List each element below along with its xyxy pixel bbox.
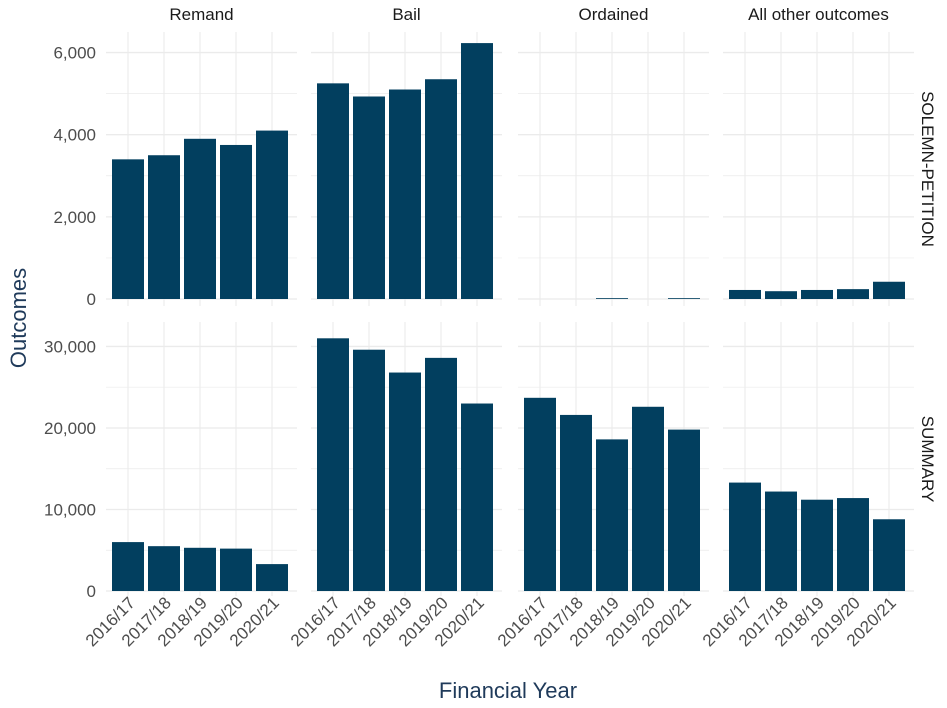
y-axes: 0 2,000 4,000 6,000 0 10,000 20,000 30,000 (44, 44, 96, 601)
bar-solemn-petition-bail-2017-18 (353, 96, 385, 299)
panel-summary-remand (106, 322, 297, 596)
bar-solemn-petition-bail-2020-21 (461, 43, 493, 299)
bar-summary-ordained-2018-19 (596, 439, 628, 591)
bar-solemn-petition-bail-2019-20 (425, 79, 457, 299)
bar-summary-all-other-outcomes-2020-21 (873, 519, 905, 591)
bar-summary-ordained-2019-20 (632, 406, 664, 591)
y-tick-label: 0 (87, 582, 96, 601)
row-strip-label: SUMMARY (918, 416, 937, 503)
bar-summary-remand-2019-20 (220, 548, 252, 591)
bar-summary-bail-2016-17 (317, 338, 349, 591)
y-tick-label: 20,000 (44, 419, 96, 438)
bar-solemn-petition-remand-2017-18 (148, 155, 180, 299)
bar-summary-remand-2017-18 (148, 546, 180, 591)
bar-summary-ordained-2017-18 (560, 414, 592, 591)
bar-summary-remand-2018-19 (184, 547, 216, 591)
bar-summary-all-other-outcomes-2018-19 (801, 499, 833, 591)
bar-summary-ordained-2020-21 (668, 429, 700, 591)
panel-summary-ordained (518, 322, 709, 596)
bar-summary-all-other-outcomes-2019-20 (837, 498, 869, 591)
y-tick-label: 10,000 (44, 500, 96, 519)
bar-summary-all-other-outcomes-2017-18 (765, 491, 797, 591)
column-strip-label: All other outcomes (748, 5, 889, 24)
bar-solemn-petition-all-other-outcomes-2018-19 (801, 289, 833, 299)
y-tick-label: 4,000 (53, 126, 96, 145)
y-tick-label: 6,000 (53, 44, 96, 63)
bar-summary-bail-2019-20 (425, 357, 457, 591)
bar-summary-bail-2020-21 (461, 403, 493, 591)
bar-summary-remand-2016-17 (112, 542, 144, 591)
bar-summary-bail-2017-18 (353, 349, 385, 591)
y-axis-title: Outcomes (6, 268, 31, 368)
bar-solemn-petition-bail-2018-19 (389, 89, 421, 299)
bar-solemn-petition-all-other-outcomes-2016-17 (729, 289, 761, 299)
panel-solemn-petition-ordained (518, 32, 709, 306)
bar-solemn-petition-remand-2019-20 (220, 144, 252, 299)
column-strip-label: Ordained (579, 5, 649, 24)
bar-solemn-petition-bail-2016-17 (317, 83, 349, 299)
bar-summary-bail-2018-19 (389, 372, 421, 591)
panel-solemn-petition-remand (106, 32, 297, 306)
panel-summary-bail (311, 322, 502, 596)
bar-solemn-petition-remand-2018-19 (184, 138, 216, 299)
panels-layer (106, 32, 914, 596)
column-strip-label: Remand (169, 5, 233, 24)
row-strip-label: SOLEMN-PETITION (918, 91, 937, 247)
bar-solemn-petition-remand-2020-21 (256, 130, 288, 299)
bar-solemn-petition-ordained-2018-19 (596, 298, 628, 299)
x-axis-title: Financial Year (439, 678, 577, 703)
panel-solemn-petition-all-other-outcomes (723, 32, 914, 306)
column-strip-label: Bail (392, 5, 420, 24)
y-tick-label: 30,000 (44, 337, 96, 356)
bar-summary-ordained-2016-17 (524, 397, 556, 591)
bar-solemn-petition-all-other-outcomes-2020-21 (873, 281, 905, 299)
y-tick-label: 0 (87, 290, 96, 309)
facet-strips: SOLEMN-PETITION SUMMARY Remand Bail Ordained… (169, 5, 937, 502)
bar-solemn-petition-all-other-outcomes-2019-20 (837, 289, 869, 299)
bar-solemn-petition-ordained-2020-21 (668, 298, 700, 299)
panel-solemn-petition-bail (311, 32, 502, 306)
panel-summary-all-other-outcomes (723, 322, 914, 596)
bar-solemn-petition-all-other-outcomes-2017-18 (765, 291, 797, 299)
bar-solemn-petition-remand-2016-17 (112, 159, 144, 299)
bar-summary-remand-2020-21 (256, 564, 288, 591)
y-tick-label: 2,000 (53, 208, 96, 227)
bar-summary-all-other-outcomes-2016-17 (729, 482, 761, 591)
